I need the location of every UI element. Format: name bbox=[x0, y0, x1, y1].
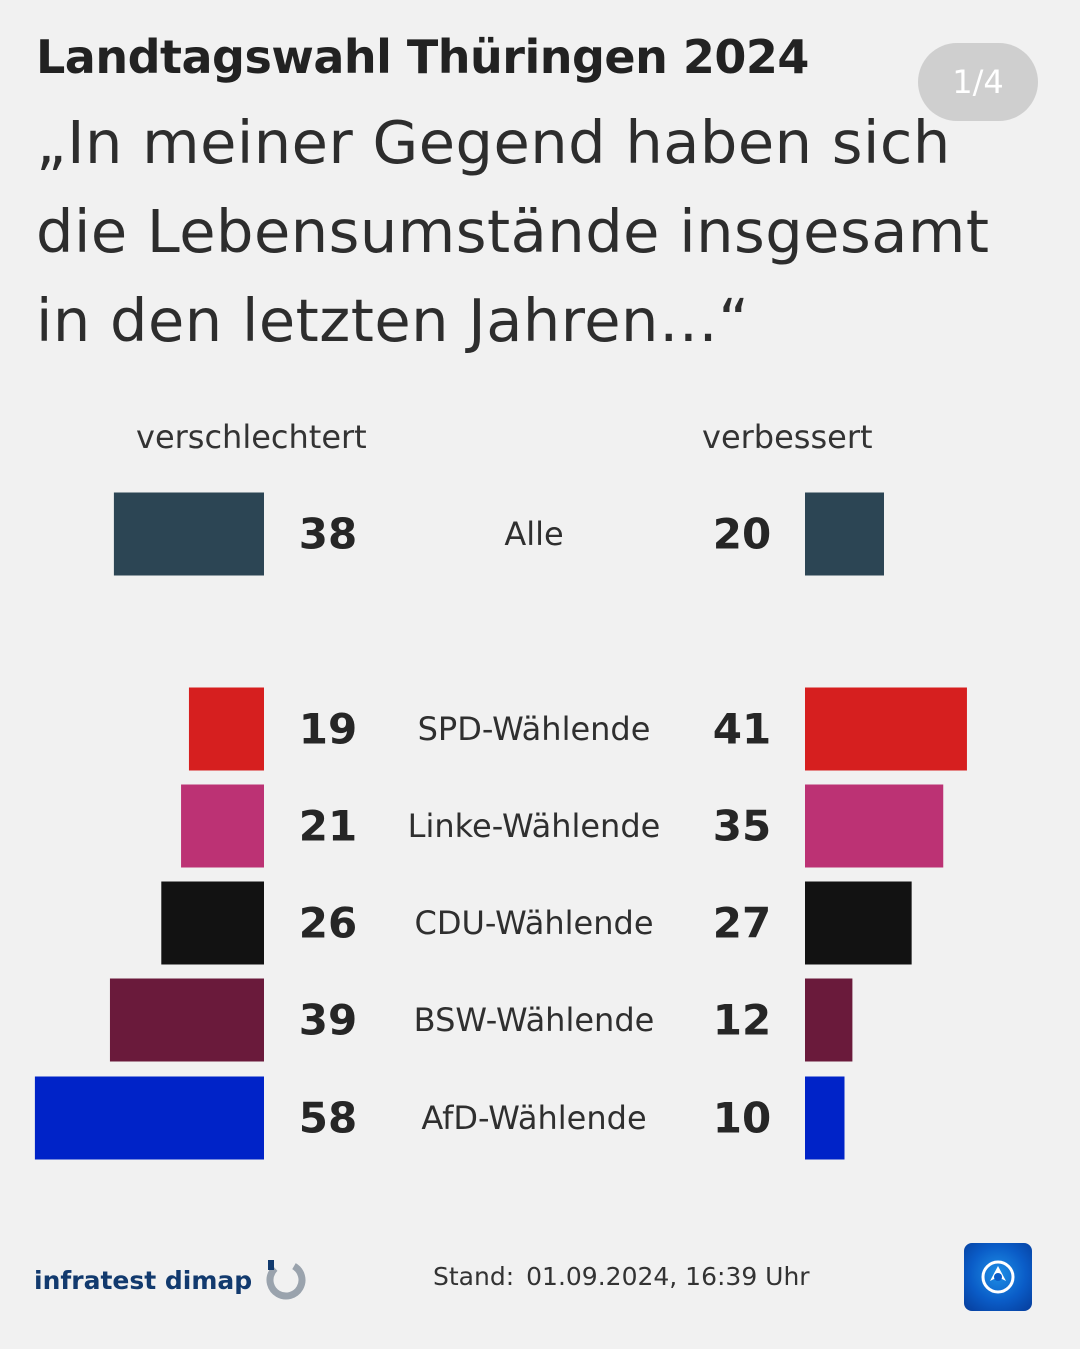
chart-title: Landtagswahl Thüringen 2024 bbox=[36, 30, 809, 84]
stand-value: 01.09.2024, 16:39 Uhr bbox=[526, 1262, 810, 1291]
category-label-cdu-waehlende: CDU-Wählende bbox=[415, 904, 654, 942]
value-label-verbessert-bsw-waehlende: 12 bbox=[713, 996, 771, 1045]
value-label-verbessert-linke-waehlende: 35 bbox=[713, 802, 771, 851]
infratest-dimap-ring-icon bbox=[266, 1260, 306, 1300]
value-label-verbessert-cdu-waehlende: 27 bbox=[713, 899, 771, 948]
bar-verbessert-alle bbox=[805, 492, 884, 576]
category-label-afd-waehlende: AfD-Wählende bbox=[421, 1099, 646, 1137]
chart-subtitle: „In meiner Gegend haben sich die Lebensu… bbox=[36, 108, 990, 355]
bar-verschlechtert-spd-waehlende bbox=[188, 687, 264, 771]
value-label-verbessert-alle: 20 bbox=[713, 510, 771, 559]
category-label-bsw-waehlende: BSW-Wählende bbox=[414, 1001, 655, 1039]
bar-verbessert-afd-waehlende bbox=[805, 1076, 845, 1160]
value-label-verschlechtert-alle: 38 bbox=[299, 510, 357, 559]
value-label-verschlechtert-spd-waehlende: 19 bbox=[299, 705, 357, 754]
value-label-verschlechtert-afd-waehlende: 58 bbox=[299, 1094, 357, 1143]
value-label-verbessert-spd-waehlende: 41 bbox=[713, 705, 771, 754]
bar-verschlechtert-afd-waehlende bbox=[34, 1076, 265, 1160]
bar-verschlechtert-linke-waehlende bbox=[181, 784, 264, 868]
legend-verbessert: verbessert bbox=[702, 418, 873, 456]
source-logo: infratest dimap bbox=[34, 1258, 308, 1302]
tagesschau-globe-icon bbox=[964, 1243, 1032, 1311]
bar-verbessert-cdu-waehlende bbox=[805, 881, 912, 965]
category-label-spd-waehlende: SPD-Wählende bbox=[418, 710, 651, 748]
category-label-linke-waehlende: Linke-Wählende bbox=[408, 807, 661, 845]
bar-verbessert-bsw-waehlende bbox=[805, 978, 853, 1062]
stand-label: Stand: bbox=[433, 1262, 515, 1291]
legend-verschlechtert: verschlechtert bbox=[136, 418, 367, 456]
source-name: infratest dimap bbox=[34, 1265, 253, 1295]
bar-verschlechtert-bsw-waehlende bbox=[109, 978, 264, 1062]
bar-verbessert-linke-waehlende bbox=[805, 784, 944, 868]
value-label-verschlechtert-linke-waehlende: 21 bbox=[299, 802, 357, 851]
bar-verbessert-spd-waehlende bbox=[805, 687, 967, 771]
timestamp: Stand: 01.09.2024, 16:39 Uhr bbox=[433, 1262, 810, 1291]
bar-verschlechtert-cdu-waehlende bbox=[161, 881, 264, 965]
category-label-alle: Alle bbox=[504, 515, 563, 553]
page-indicator[interactable]: 1/4 bbox=[918, 43, 1038, 121]
value-label-verschlechtert-bsw-waehlende: 39 bbox=[299, 996, 357, 1045]
bar-verschlechtert-alle bbox=[113, 492, 265, 576]
value-label-verschlechtert-cdu-waehlende: 26 bbox=[299, 899, 357, 948]
value-label-verbessert-afd-waehlende: 10 bbox=[713, 1094, 771, 1143]
